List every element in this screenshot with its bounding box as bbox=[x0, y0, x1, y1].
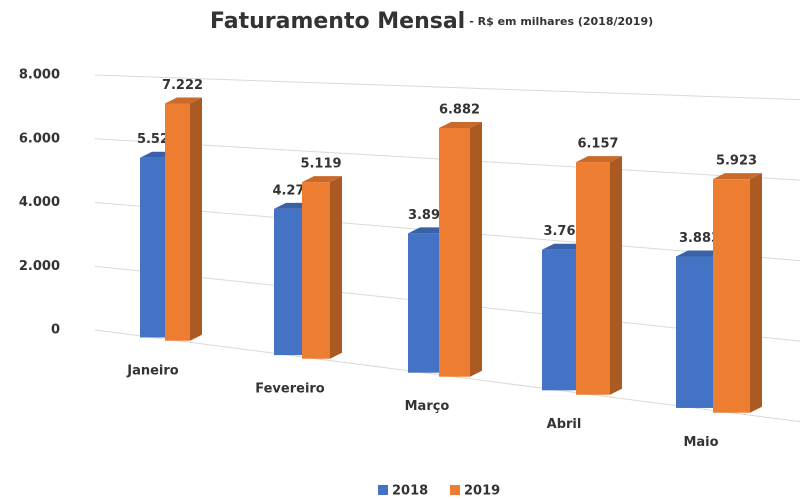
bar-side bbox=[330, 176, 342, 359]
bar-side bbox=[610, 156, 622, 395]
legend-label: 2019 bbox=[464, 484, 500, 499]
bar-side bbox=[470, 121, 482, 377]
bar bbox=[439, 127, 470, 377]
y-tick-label: 8.000 bbox=[19, 68, 60, 83]
bar bbox=[274, 208, 302, 356]
bar bbox=[542, 249, 576, 391]
bar-top bbox=[302, 176, 342, 183]
data-label: 6.882 bbox=[439, 102, 480, 117]
chart-subtitle: - R$ em milhares (2018/2019) bbox=[469, 15, 653, 28]
bar bbox=[165, 103, 190, 341]
y-tick-label: 0 bbox=[51, 323, 60, 338]
data-label: 5.119 bbox=[300, 157, 341, 172]
bar-side bbox=[190, 97, 202, 341]
data-label: 3.893 bbox=[408, 208, 449, 223]
bar bbox=[713, 179, 750, 413]
data-label: 7.222 bbox=[162, 78, 203, 93]
bar-top bbox=[576, 156, 622, 163]
data-label: 6.157 bbox=[577, 137, 618, 152]
data-label: 3.761 bbox=[543, 224, 584, 239]
data-label: 5.923 bbox=[716, 154, 757, 169]
x-tick-label: Abril bbox=[547, 417, 582, 432]
bar-top bbox=[439, 121, 482, 128]
y-tick-label: 2.000 bbox=[19, 259, 60, 274]
y-tick-label: 4.000 bbox=[19, 195, 60, 210]
bar bbox=[140, 157, 165, 338]
bar bbox=[676, 256, 713, 408]
grid-line bbox=[94, 74, 801, 101]
bar bbox=[576, 162, 610, 395]
x-tick-label: Fevereiro bbox=[255, 381, 325, 396]
y-tick-label: 6.000 bbox=[19, 131, 60, 146]
bar bbox=[408, 233, 439, 373]
x-tick-label: Março bbox=[405, 399, 450, 414]
chart-title-group: Faturamento Mensal - R$ em milhares (2018… bbox=[210, 9, 653, 34]
legend-swatch bbox=[450, 485, 460, 495]
bar-side bbox=[750, 173, 762, 413]
bar-top bbox=[165, 97, 202, 104]
bar bbox=[302, 182, 330, 359]
legend-swatch bbox=[378, 485, 388, 495]
legend-label: 2018 bbox=[392, 484, 428, 499]
chart-title: Faturamento Mensal bbox=[210, 9, 465, 34]
bar-top bbox=[676, 250, 725, 257]
x-tick-label: Maio bbox=[683, 435, 718, 450]
bar-top bbox=[713, 173, 762, 180]
x-tick-label: Janeiro bbox=[126, 364, 179, 379]
data-label: 3.883 bbox=[679, 231, 720, 246]
